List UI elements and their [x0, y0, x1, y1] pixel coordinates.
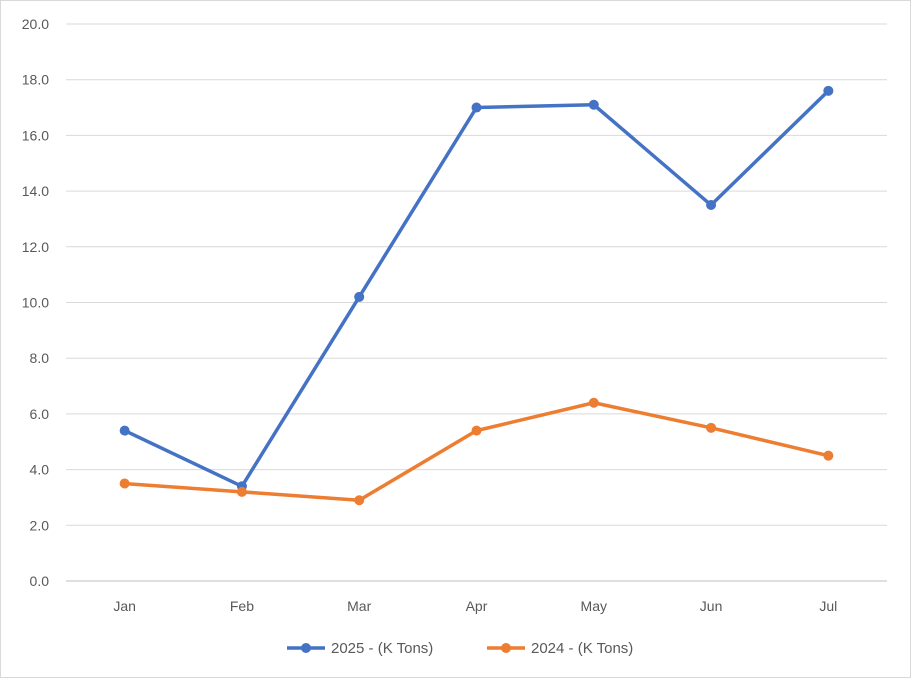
y-tick-label: 18.0 — [22, 72, 49, 88]
data-point — [471, 102, 482, 113]
legend-item: 2024 - (K Tons) — [487, 640, 633, 657]
data-point — [471, 425, 482, 436]
data-point — [354, 291, 365, 302]
data-point — [706, 200, 717, 211]
y-tick-label: 6.0 — [30, 406, 50, 422]
x-tick-label: Mar — [347, 598, 371, 614]
y-tick-label: 4.0 — [30, 462, 50, 478]
y-tick-label: 12.0 — [22, 239, 49, 255]
data-point — [588, 397, 599, 408]
x-tick-label: Apr — [466, 598, 488, 614]
legend-item: 2025 - (K Tons) — [287, 640, 433, 657]
y-axis-ticks: 0.0 2.0 4.0 6.0 8.0 10.0 12.0 14.0 16.0 18.0 20.0 — [22, 16, 49, 589]
legend: 2025 - (K Tons) 2024 - (K Tons) — [287, 640, 633, 657]
y-tick-label: 16.0 — [22, 127, 49, 143]
x-tick-label: Jan — [113, 598, 136, 614]
data-point — [706, 422, 717, 433]
legend-label: 2024 - (K Tons) — [531, 640, 633, 657]
data-point — [354, 495, 365, 506]
x-tick-label: May — [581, 598, 607, 614]
data-point — [236, 486, 247, 497]
legend-marker — [501, 643, 511, 653]
legend-marker — [301, 643, 311, 653]
x-tick-label: Jun — [700, 598, 723, 614]
data-point — [823, 450, 834, 461]
y-tick-label: 2.0 — [30, 517, 50, 533]
x-tick-label: Feb — [230, 598, 254, 614]
y-tick-label: 10.0 — [22, 295, 49, 311]
series-line — [122, 401, 831, 502]
y-tick-label: 14.0 — [22, 183, 49, 199]
x-tick-label: Jul — [819, 598, 837, 614]
data-point — [119, 478, 130, 489]
series-group — [119, 85, 834, 506]
x-axis-ticks: Jan Feb Mar Apr May Jun Jul — [113, 598, 837, 614]
data-point — [119, 425, 130, 436]
y-tick-label: 0.0 — [30, 573, 50, 589]
data-point — [588, 99, 599, 110]
data-point — [823, 85, 834, 96]
series-1 — [119, 397, 834, 506]
y-tick-label: 8.0 — [30, 350, 50, 366]
y-tick-label: 20.0 — [22, 16, 49, 32]
legend-label: 2025 - (K Tons) — [331, 640, 433, 657]
series-0 — [119, 85, 834, 492]
